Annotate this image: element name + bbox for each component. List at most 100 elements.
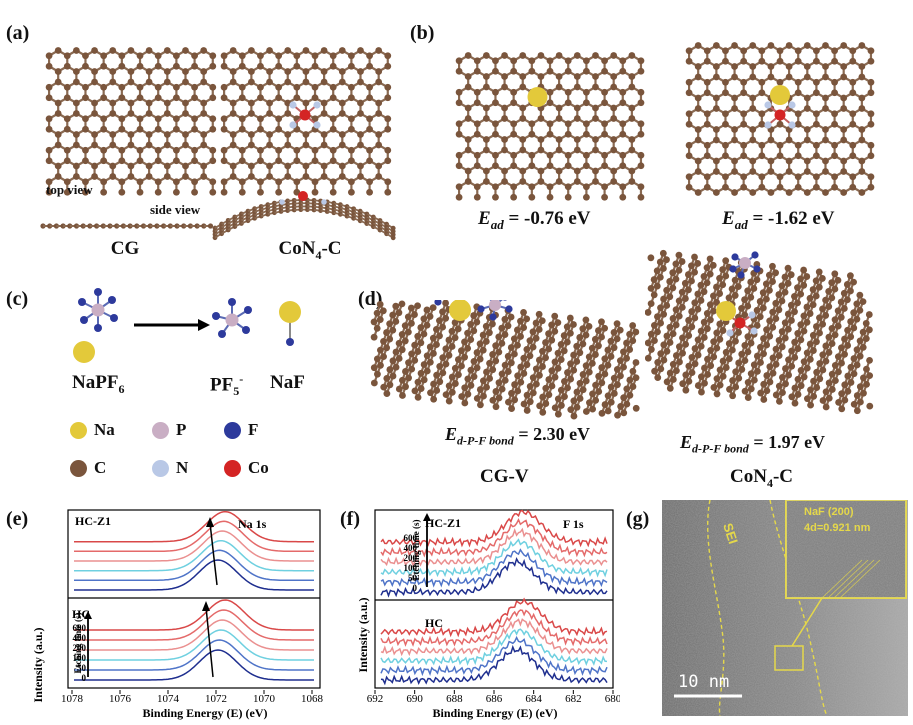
panel-d-cgv-structure xyxy=(370,300,640,420)
tem-scale-label: 10 nm xyxy=(678,672,730,692)
panel-d-con4c-main: CoN xyxy=(730,466,767,487)
xps-curve xyxy=(380,609,608,647)
xps-curve xyxy=(74,520,314,553)
panel-c-label: (c) xyxy=(6,288,29,310)
panel-d-left-energy: Ed-P-F bond = 2.30 eV xyxy=(445,424,590,449)
panel-d-right-energy-symbol: E xyxy=(680,432,693,452)
panel-a-cg-side-structure xyxy=(40,223,214,229)
panel-b-cg-na-structure xyxy=(455,52,645,201)
legend-label-p: P xyxy=(176,420,187,439)
xps-curve xyxy=(380,597,608,638)
tem-inset-line1: NaF (200) xyxy=(804,506,854,518)
x-tick-label: 686 xyxy=(486,693,503,705)
panel-e-bottom-sample: HC xyxy=(72,607,90,621)
etching-tick: 0 xyxy=(413,583,418,593)
etching-tick: 0 xyxy=(82,673,87,683)
xps-curve xyxy=(380,527,608,567)
panel-b-left-energy-sub: ad xyxy=(491,217,504,232)
legend-swatch-c xyxy=(70,460,87,477)
panel-f-bottom-sample: HC xyxy=(425,616,443,630)
panel-d-left-energy-value: = 2.30 eV xyxy=(513,424,591,444)
legend-swatch-p xyxy=(152,422,169,439)
xps-curve xyxy=(74,639,314,671)
panel-d-con4c-caption: CoN4-C xyxy=(730,466,793,491)
panel-a-con4c-sub: 4 xyxy=(315,247,322,262)
panel-f-xlabel: Binding Energy (E) (eV) xyxy=(432,706,557,720)
etching-tick: 600 xyxy=(404,533,418,543)
panel-b-right-energy-sub: ad xyxy=(735,217,748,232)
panel-d-right-energy: Ed-P-F bond = 1.97 eV xyxy=(680,432,825,457)
etching-tick: 200 xyxy=(404,553,418,563)
x-tick-label: 1074 xyxy=(157,693,180,705)
panel-b-right-energy-sub-text: ad xyxy=(734,216,748,232)
panel-a-cg-caption: CG xyxy=(110,238,140,259)
panel-a-con4c-side-structure xyxy=(212,191,396,241)
xps-curve xyxy=(74,510,314,543)
x-tick-label: 684 xyxy=(525,693,542,705)
panel-a-con4c-caption: CoN4-C xyxy=(255,238,365,263)
legend-label-f: F xyxy=(248,420,259,439)
xps-curve xyxy=(74,559,314,591)
panel-d-left-energy-symbol: E xyxy=(445,424,458,444)
panel-e-xlabel: Binding Energy (E) (eV) xyxy=(142,706,267,720)
panel-g-label: (g) xyxy=(626,508,650,530)
panel-f-label: (f) xyxy=(340,508,360,530)
panel-d-right-energy-sub: d-P-F bond xyxy=(692,442,749,456)
etching-tick: 400 xyxy=(73,633,87,643)
tem-texture xyxy=(662,500,908,716)
legend-swatch-co xyxy=(224,460,241,477)
legend-label-co: Co xyxy=(248,458,269,477)
panel-f-top-sample: HC-Z1 xyxy=(425,516,461,530)
panel-b-left-energy-symbol: E xyxy=(478,208,491,229)
panel-a-top-view-label: top view xyxy=(46,182,93,197)
napf6-caption-sub: 6 xyxy=(118,381,125,396)
panel-c-reaction-diagram xyxy=(73,288,301,363)
panel-b-right-energy: Ead = -1.62 eV xyxy=(722,208,835,233)
panel-a-label: (a) xyxy=(6,22,30,44)
xps-curve xyxy=(380,635,608,677)
pf5-caption-sub: 5 xyxy=(233,384,240,399)
etching-tick: 100 xyxy=(404,563,418,573)
panel-d-con4c-sub: 4 xyxy=(766,475,773,490)
xps-curve xyxy=(380,538,608,578)
panel-b-right-energy-symbol: E xyxy=(722,208,735,229)
panel-f-peak-label: F 1s xyxy=(563,517,584,531)
tem-inset-line2: 4d=0.921 nm xyxy=(804,522,871,534)
panel-a-side-view-label: side view xyxy=(150,202,201,217)
etching-tick: 100 xyxy=(73,653,87,663)
xps-curve xyxy=(74,599,314,631)
panel-e-peak-label: Na 1s xyxy=(238,517,267,531)
x-tick-label: 690 xyxy=(406,693,423,705)
etching-tick: 200 xyxy=(73,643,87,653)
panel-d-left-energy-sub-text: d-P-F bond xyxy=(457,433,514,448)
panel-b-left-energy-value: = -0.76 eV xyxy=(503,208,591,229)
naf-molecule xyxy=(279,301,301,346)
x-tick-label: 1078 xyxy=(61,693,84,705)
panel-g-tem-image: SEI NaF (200) 4d=0.921 nm 10 nm xyxy=(662,500,908,716)
panel-f-ylabel: Intensity (a.u.) xyxy=(356,597,370,672)
x-tick-label: 1076 xyxy=(109,693,132,705)
xps-curve xyxy=(380,548,608,588)
panel-e-top-sample: HC-Z1 xyxy=(75,514,111,528)
panel-b-label: (b) xyxy=(410,22,435,44)
naf-caption: NaF xyxy=(270,372,305,393)
etching-tick: 600 xyxy=(73,623,87,633)
panel-e-ylabel: Intensity (a.u.) xyxy=(31,627,45,702)
panel-b-left-energy: Ead = -0.76 eV xyxy=(478,208,591,233)
xps-curve xyxy=(74,649,314,681)
legend-label-na: Na xyxy=(94,420,115,439)
etching-tick: 400 xyxy=(404,543,418,553)
panel-d-cgv-caption: CG-V xyxy=(480,466,529,487)
panel-f-etching-label: Etching time (s) xyxy=(411,520,421,581)
panel-a-con4c-top-structure xyxy=(220,47,392,196)
legend-label-n: N xyxy=(176,458,189,477)
etching-tick: 50 xyxy=(77,663,87,673)
x-tick-label: 688 xyxy=(446,693,463,705)
panel-f-xps-chart: HC-Z1 F 1s HC Intensity (a.u.) Binding E… xyxy=(356,509,620,720)
legend-swatch-na xyxy=(70,422,87,439)
panel-e-etching-label: Etching time (s) xyxy=(73,613,83,674)
pf5-molecule xyxy=(212,298,252,338)
panel-a-con4c-main: CoN xyxy=(278,238,316,259)
pf5-caption-main: PF xyxy=(210,374,234,396)
panel-d-label: (d) xyxy=(358,288,383,310)
